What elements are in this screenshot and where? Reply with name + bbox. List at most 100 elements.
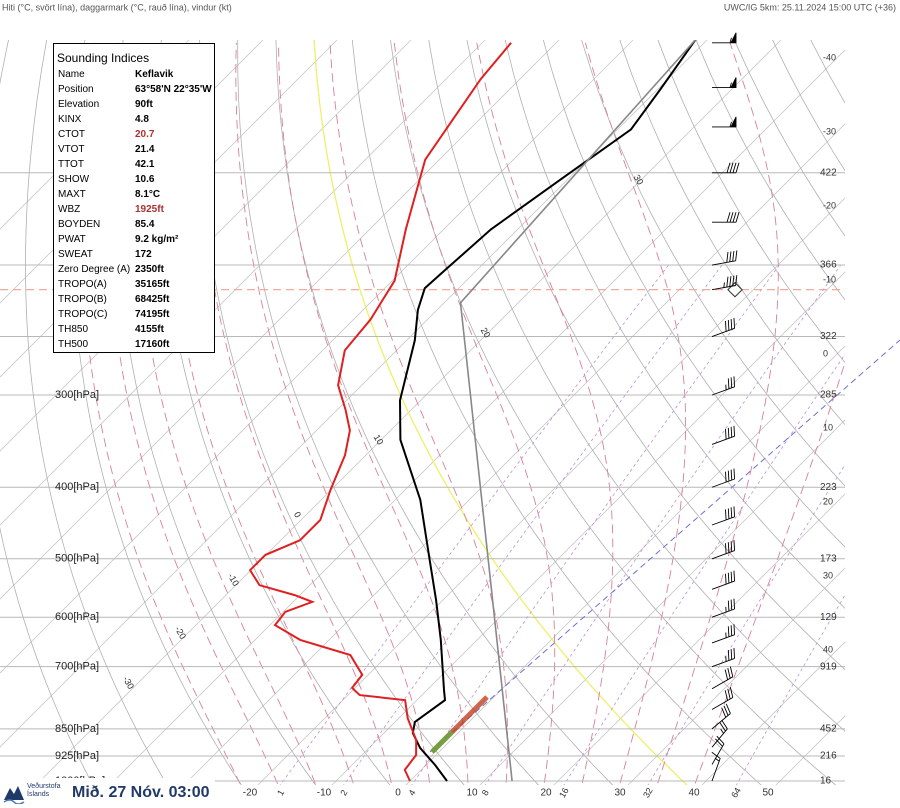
index-value: 42.1: [135, 159, 155, 170]
moist-adiabat: [278, 42, 469, 785]
isotherm: [627, 567, 845, 785]
y-tick-label: 700[hPa]: [55, 661, 99, 673]
index-value: 1925ft: [135, 204, 164, 215]
dry-adiabat: [870, 9, 900, 797]
wind-barb: [711, 666, 734, 690]
index-name: Name: [58, 69, 85, 80]
index-name: TROPO(C): [58, 309, 108, 320]
right-tick-label: 20: [823, 496, 833, 506]
index-row: TROPO(C) 74195ft: [58, 307, 213, 322]
height-label: 322: [820, 331, 837, 342]
profile-line: [398, 40, 697, 782]
index-value: 21.4: [135, 144, 155, 155]
index-row: WBZ 1925ft: [58, 202, 213, 217]
dry-adiabat: [237, 40, 539, 785]
dry-adiabat: [313, 40, 688, 785]
adiabat-label: -30: [121, 675, 136, 691]
right-tick-label: 0: [823, 348, 828, 358]
index-name: MAXT: [58, 189, 86, 200]
index-name: TROPO(B): [58, 294, 107, 305]
height-label: 129: [820, 612, 837, 623]
index-row: TROPO(A) 35165ft: [58, 277, 213, 292]
moist-adiabat: [198, 42, 393, 785]
index-value: 17160ft: [135, 339, 170, 350]
index-name: SHOW: [58, 174, 90, 185]
wind-barb: [711, 703, 731, 730]
right-tick-label: -40: [823, 52, 836, 62]
x-tick-label: 50: [762, 788, 774, 799]
index-value: Keflavik: [135, 69, 174, 80]
index-name: KINX: [58, 114, 82, 125]
height-label: 919: [820, 661, 837, 672]
wind-barb: [711, 162, 740, 174]
index-row: CTOT 20.7: [58, 127, 213, 142]
isotherm: [0, 40, 634, 674]
index-name: TROPO(A): [58, 279, 107, 290]
dry-adiabat: [581, 40, 845, 487]
y-tick-label: 300[hPa]: [55, 389, 99, 401]
isotherm: [0, 40, 560, 600]
dry-adiabat: [619, 40, 845, 426]
index-row: TH500 17160ft: [58, 337, 213, 352]
adiabat-label: 0: [292, 510, 303, 519]
index-name: SWEAT: [58, 249, 93, 260]
index-value: 4155ft: [135, 324, 164, 335]
index-value: 35165ft: [135, 279, 170, 290]
index-name: TH500: [58, 339, 89, 350]
y-tick-label: 925[hPa]: [55, 750, 99, 762]
index-row: TTOT 42.1: [58, 157, 213, 172]
index-value: 8.1°C: [135, 189, 161, 200]
wind-barb: [711, 32, 737, 44]
adiabat-label: 30: [632, 173, 646, 187]
moist-adiabat: [656, 42, 779, 785]
mixing-ratio-label: 8: [480, 788, 491, 797]
adiabat-label: 10: [372, 433, 386, 447]
wind-barb: [711, 506, 736, 526]
wind-barb: [711, 735, 725, 765]
index-row: VTOT 21.4: [58, 142, 213, 157]
isotherm: [701, 641, 845, 785]
index-value: 4.8: [135, 114, 149, 125]
logo-text: Veðurstofa Íslands: [27, 783, 61, 798]
index-row: BOYDEN 85.4: [58, 217, 213, 232]
height-label: 285: [820, 390, 837, 401]
index-name: PWAT: [58, 234, 86, 245]
index-row: SHOW 10.6: [58, 172, 213, 187]
index-row: KINX 4.8: [58, 112, 213, 127]
index-value: 2350ft: [135, 264, 164, 275]
moist-adiabat: [235, 42, 431, 785]
wind-barb: [711, 116, 737, 128]
mixing-ratio-label: 2: [338, 788, 349, 797]
dry-adiabat: [833, 9, 900, 797]
index-row: SWEAT 172: [58, 247, 213, 262]
isotherm: [183, 123, 845, 785]
index-value: 85.4: [135, 219, 155, 230]
mixing-ratio-line: [279, 264, 669, 785]
index-row: PWAT 9.2 kg/m²: [58, 232, 213, 247]
index-value: 63°58'N 22°35'W: [135, 84, 212, 95]
cloud-bar: [430, 730, 454, 754]
index-value: 90ft: [135, 99, 153, 110]
x-tick-label: -10: [317, 788, 332, 799]
wind-barb: [711, 275, 738, 291]
wind-barb: [711, 751, 721, 782]
y-tick-label: 600[hPa]: [55, 611, 99, 623]
isotherm: [479, 419, 845, 785]
wind-barb: [711, 624, 736, 644]
index-name: Zero Degree (A): [58, 264, 131, 275]
dry-adiabat: [504, 40, 845, 609]
wind-barb: [711, 77, 737, 89]
height-label: 452: [820, 724, 837, 735]
wind-barb: [711, 540, 736, 560]
adiabat-label: 20: [479, 326, 493, 340]
isotherm: [405, 345, 845, 785]
x-tick-label: 30: [614, 788, 626, 799]
indices-box: Sounding Indices Name Keflavik Position 63°…: [53, 43, 215, 353]
guide-line: [429, 339, 900, 753]
profile-line: [248, 42, 512, 782]
index-row: TROPO(B) 68425ft: [58, 292, 213, 307]
highlight-adiabat: [313, 40, 688, 785]
profiles: [248, 40, 697, 782]
wind-barb: [711, 250, 738, 266]
height-label: 173: [820, 553, 837, 564]
